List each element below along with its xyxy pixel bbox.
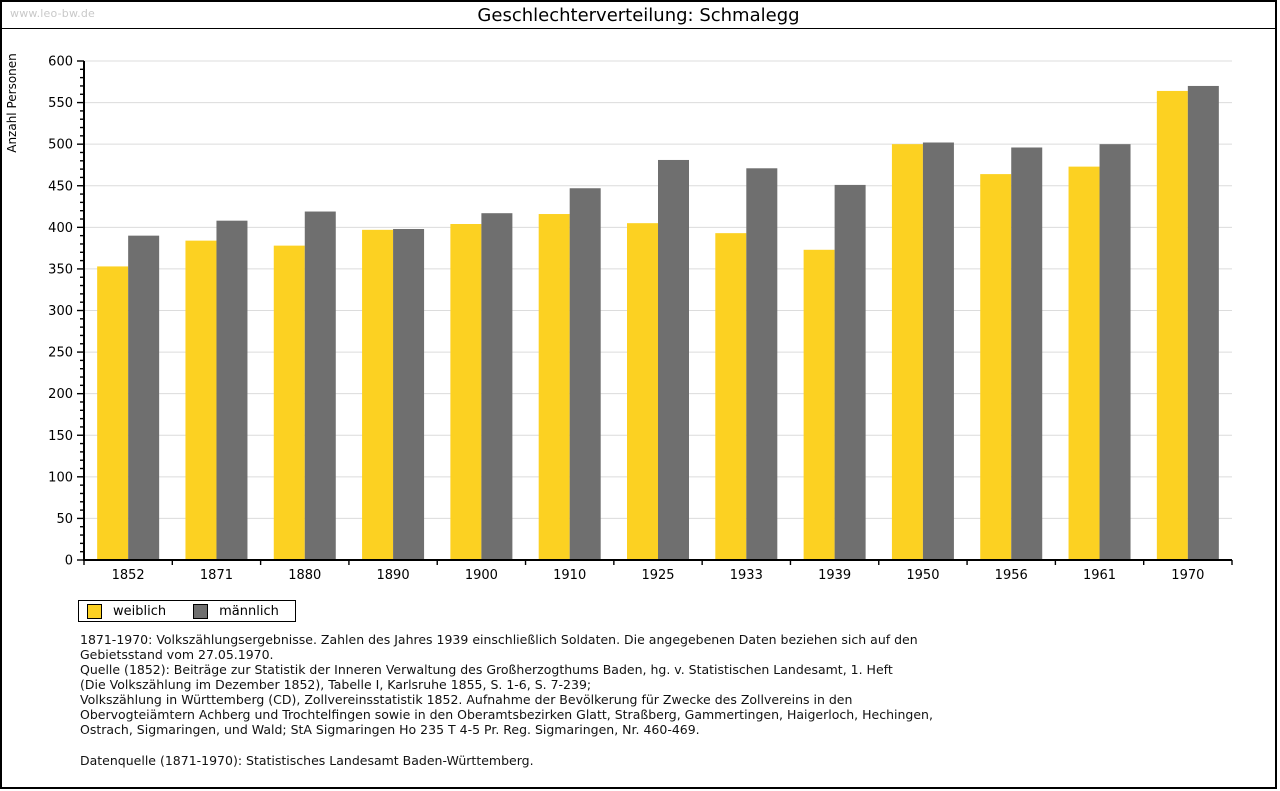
bar-weiblich-1871 xyxy=(185,240,217,560)
x-tick-label-1900: 1900 xyxy=(465,568,498,583)
y-tick-label-300: 300 xyxy=(48,304,73,319)
bar-weiblich-1970 xyxy=(1156,90,1188,560)
bar-weiblich-1933 xyxy=(715,233,747,560)
y-tick-label-150: 150 xyxy=(48,429,73,444)
bar-weiblich-1950 xyxy=(891,144,923,560)
x-tick-label-1910: 1910 xyxy=(553,568,586,583)
footnote-line: Ostrach, Sigmaringen, und Wald; StA Sigm… xyxy=(80,722,700,737)
x-tick-label-1933: 1933 xyxy=(730,568,763,583)
bar-männlich-1871 xyxy=(216,220,248,560)
x-tick-label-1880: 1880 xyxy=(288,568,321,583)
footnote-line: Obervogteiämtern Achberg und Trochtelfin… xyxy=(80,707,933,722)
legend-item-weiblich: weiblich xyxy=(87,603,167,619)
bar-weiblich-1852 xyxy=(97,266,129,560)
x-tick-label-1956: 1956 xyxy=(995,568,1028,583)
bar-männlich-1910 xyxy=(569,188,601,560)
bar-weiblich-1956 xyxy=(980,174,1012,560)
y-tick-label-500: 500 xyxy=(48,138,73,153)
chart-header: www.leo-bw.de Geschlechterverteilung: Sc… xyxy=(2,2,1275,29)
bar-weiblich-1880 xyxy=(273,245,305,560)
footnote-line: Gebietsstand vom 27.05.1970. xyxy=(80,647,274,662)
bar-männlich-1939 xyxy=(834,184,866,560)
bar-männlich-1890 xyxy=(393,228,425,560)
x-tick-label-1852: 1852 xyxy=(112,568,145,583)
x-tick-label-1939: 1939 xyxy=(818,568,851,583)
footnote-line: Quelle (1852): Beiträge zur Statistik de… xyxy=(80,662,893,677)
footnote-line: Volkszählung in Württemberg (CD), Zollve… xyxy=(80,692,853,707)
x-tick-label-1961: 1961 xyxy=(1083,568,1116,583)
leo-bw-watermark: www.leo-bw.de xyxy=(10,7,96,20)
y-tick-label-550: 550 xyxy=(48,96,73,111)
y-tick-label-50: 50 xyxy=(56,512,73,527)
y-tick-label-350: 350 xyxy=(48,262,73,277)
x-tick-label-1871: 1871 xyxy=(200,568,233,583)
bar-männlich-1925 xyxy=(658,159,689,561)
y-tick-label-400: 400 xyxy=(48,221,73,236)
legend-item-maennlich: männlich xyxy=(193,603,279,619)
bar-weiblich-1961 xyxy=(1068,166,1100,560)
y-axis-title: Anzahl Personen xyxy=(5,53,19,153)
bar-männlich-1852 xyxy=(128,235,160,560)
bar-männlich-1900 xyxy=(481,213,513,560)
y-tick-label-450: 450 xyxy=(48,179,73,194)
bar-weiblich-1939 xyxy=(803,249,835,560)
legend-label-weiblich: weiblich xyxy=(113,603,167,619)
x-tick-label-1970: 1970 xyxy=(1171,568,1204,583)
bar-männlich-1961 xyxy=(1099,144,1131,560)
bar-weiblich-1925 xyxy=(627,223,658,561)
y-tick-label-0: 0 xyxy=(65,554,73,569)
y-tick-label-250: 250 xyxy=(48,346,73,361)
bar-männlich-1950 xyxy=(922,142,954,560)
footnote-line: (Die Volkszählung im Dezember 1852), Tab… xyxy=(80,677,592,692)
y-tick-label-200: 200 xyxy=(48,387,73,402)
x-tick-label-1890: 1890 xyxy=(377,568,410,583)
bar-männlich-1880 xyxy=(304,211,336,560)
y-tick-label-600: 600 xyxy=(48,55,73,70)
bar-chart-canvas: 0 50 100 150 200 250 300 350 400 450 500 550 600 1852… xyxy=(5,53,1233,583)
chart-legend: weiblich männlich xyxy=(78,600,296,622)
y-tick-label-100: 100 xyxy=(48,470,73,485)
x-tick-label-1925: 1925 xyxy=(641,568,674,583)
x-tick-label-1950: 1950 xyxy=(906,568,939,583)
weiblich-color-swatch xyxy=(87,603,102,619)
footnote-line: 1871-1970: Volkszählungsergebnisse. Zahl… xyxy=(80,632,918,647)
bar-weiblich-1910 xyxy=(538,214,570,560)
footnote-block: 1871-1970: Volkszählungsergebnisse. Zahl… xyxy=(80,632,1200,768)
bar-männlich-1933 xyxy=(746,168,778,560)
datasource-line: Datenquelle (1871-1970): Statistisches L… xyxy=(80,753,534,768)
bar-männlich-1956 xyxy=(1011,147,1043,560)
maennlich-color-swatch xyxy=(193,603,209,619)
bar-weiblich-1890 xyxy=(362,229,394,560)
bar-männlich-1970 xyxy=(1187,85,1219,560)
page-title: Geschlechterverteilung: Schmalegg xyxy=(477,5,800,26)
bar-weiblich-1900 xyxy=(450,224,482,561)
legend-label-maennlich: männlich xyxy=(219,603,279,619)
